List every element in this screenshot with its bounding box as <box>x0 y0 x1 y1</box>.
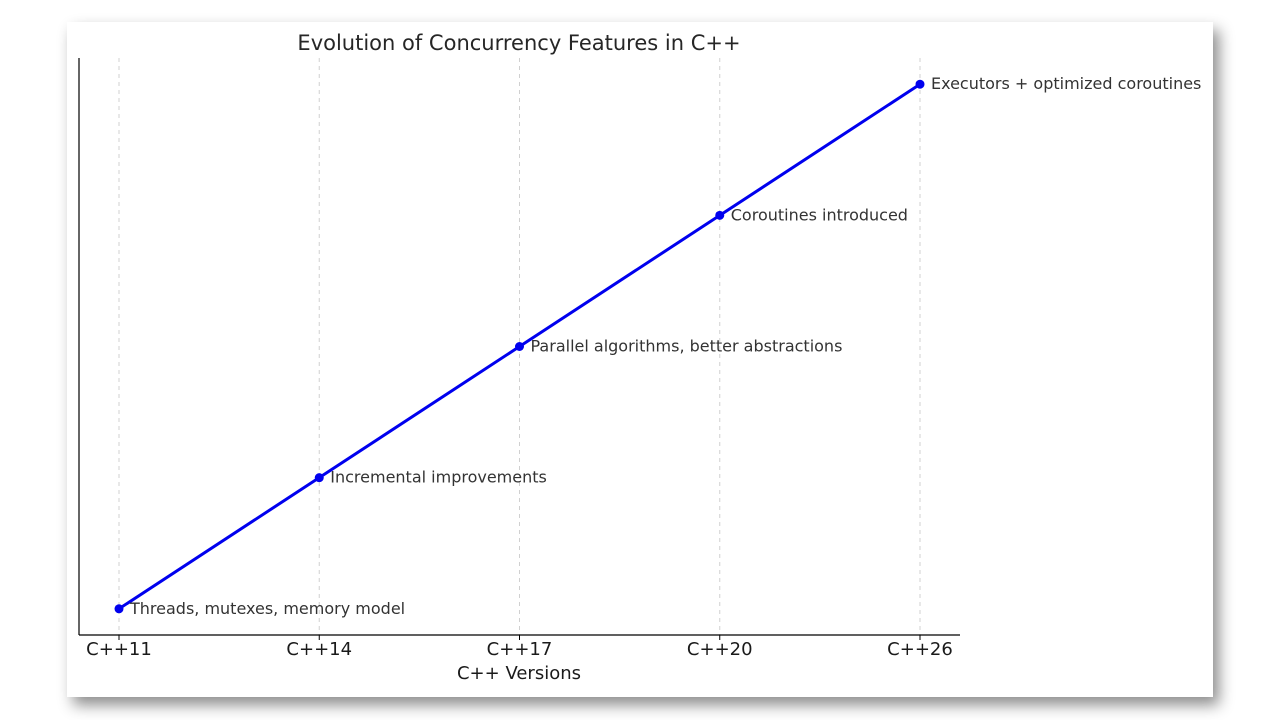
point-annotation: Threads, mutexes, memory model <box>129 599 405 618</box>
chart-title: Evolution of Concurrency Features in C++ <box>297 31 740 55</box>
point-annotation: Coroutines introduced <box>731 205 908 224</box>
x-tick-label: C++17 <box>487 639 553 660</box>
annotations-layer: Threads, mutexes, memory model Incrementa… <box>129 74 1201 618</box>
data-point <box>314 473 324 483</box>
data-point <box>515 342 524 351</box>
point-annotation: Executors + optimized coroutines <box>931 74 1201 93</box>
x-tick-label: C++26 <box>887 639 953 660</box>
data-point <box>915 79 925 89</box>
x-axis-label: C++ Versions <box>457 663 581 684</box>
x-ticks: C++11 C++14 C++17 C++20 C++26 <box>86 635 953 660</box>
data-point <box>114 604 124 614</box>
x-tick-label: C++20 <box>687 639 753 660</box>
point-annotation: Incremental improvements <box>330 468 547 487</box>
x-tick-label: C++14 <box>286 639 352 660</box>
chart-card <box>67 22 1213 697</box>
series-layer <box>114 79 925 614</box>
data-point <box>715 210 725 220</box>
x-tick-label: C++11 <box>86 639 152 660</box>
point-annotation: Parallel algorithms, better abstractions <box>531 337 843 356</box>
